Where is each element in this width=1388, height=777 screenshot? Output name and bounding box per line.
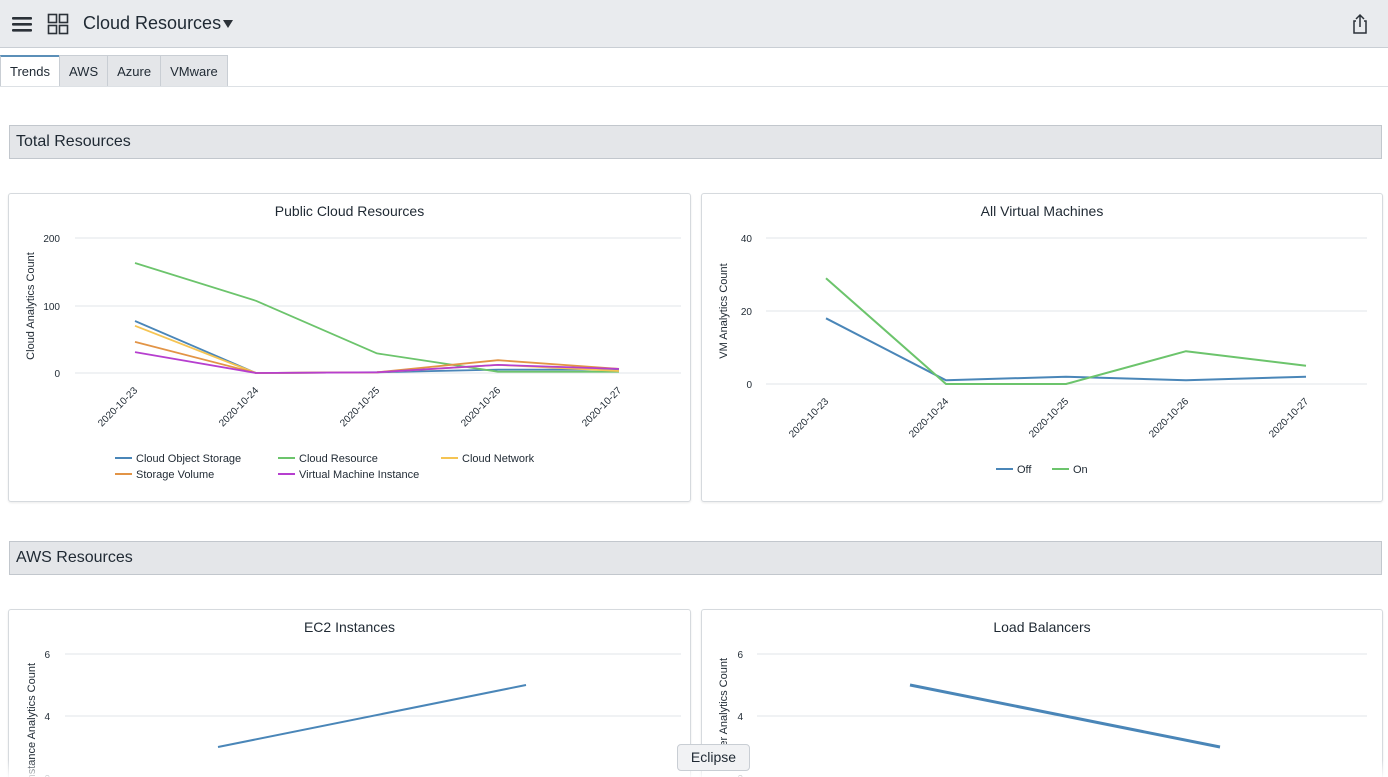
series-line-off[interactable] bbox=[825, 317, 1307, 382]
y-tick-label: 20 bbox=[741, 307, 753, 318]
series-lines bbox=[217, 684, 527, 748]
series-lines bbox=[825, 277, 1307, 385]
legend: Off On bbox=[996, 464, 1088, 476]
chart-card-load-balancers: Load Balancers 6 4 2 er Analytics Count bbox=[701, 609, 1383, 777]
caret-down-icon[interactable] bbox=[220, 14, 236, 34]
legend-label[interactable]: Cloud Resource bbox=[299, 453, 378, 465]
x-tick-label: 2020-10-25 bbox=[1027, 396, 1071, 440]
chart-title: Public Cloud Resources bbox=[274, 203, 425, 219]
tab-aws[interactable]: AWS bbox=[58, 55, 108, 87]
chart-title: EC2 Instances bbox=[303, 619, 396, 635]
y-axis-ticks: 200 100 0 bbox=[43, 234, 60, 380]
tab-azure[interactable]: Azure bbox=[107, 55, 161, 87]
y-tick-label: 4 bbox=[737, 712, 743, 723]
chart-card-public-cloud-resources: Public Cloud Resources 200 100 0 Cloud A… bbox=[8, 193, 691, 502]
section-header-total-resources: Total Resources bbox=[9, 125, 1382, 159]
x-tick-label: 2020-10-27 bbox=[580, 385, 624, 429]
x-tick-label: 2020-10-27 bbox=[1267, 396, 1311, 440]
y-tick-label: 40 bbox=[741, 234, 753, 245]
series-line-series-0[interactable] bbox=[217, 684, 527, 748]
y-axis-label: VM Analytics Count bbox=[718, 263, 730, 358]
legend-label[interactable]: Off bbox=[1017, 464, 1032, 476]
share-icon[interactable] bbox=[1348, 12, 1372, 36]
y-axis-label: er Analytics Count bbox=[718, 658, 730, 747]
y-tick-label: 100 bbox=[43, 302, 60, 313]
chart-card-all-virtual-machines: All Virtual Machines 40 20 0 VM Analytic… bbox=[701, 193, 1383, 502]
y-axis-label: nstance Analytics Count bbox=[26, 663, 38, 777]
y-axis-ticks: 40 20 0 bbox=[741, 234, 753, 391]
series-line-on[interactable] bbox=[825, 277, 1307, 385]
x-tick-label: 2020-10-26 bbox=[459, 385, 503, 429]
series-line-cloud-resource[interactable] bbox=[134, 262, 619, 373]
legend-label[interactable]: Cloud Object Storage bbox=[136, 453, 241, 465]
chart-card-ec2-instances: EC2 Instances 6 4 2 nstance Analytics Co… bbox=[8, 609, 691, 777]
series-lines bbox=[134, 262, 620, 374]
page-title: Cloud Resources bbox=[83, 13, 222, 33]
hamburger-menu-icon[interactable] bbox=[10, 12, 34, 36]
series-lines bbox=[909, 683, 1221, 749]
chart-title: Load Balancers bbox=[993, 619, 1091, 635]
chart-title: All Virtual Machines bbox=[980, 203, 1104, 219]
x-axis-ticks: 2020-10-23 2020-10-24 2020-10-25 2020-10… bbox=[96, 385, 624, 429]
y-axis-ticks: 6 4 2 bbox=[44, 650, 50, 777]
y-tick-label: 6 bbox=[737, 650, 743, 661]
y-tick-label: 0 bbox=[54, 369, 60, 380]
series-line-virtual-machine-instance[interactable] bbox=[134, 351, 620, 374]
x-tick-label: 2020-10-23 bbox=[787, 396, 831, 440]
x-tick-label: 2020-10-26 bbox=[1147, 396, 1191, 440]
x-tick-label: 2020-10-24 bbox=[217, 385, 261, 429]
y-tick-label: 0 bbox=[746, 380, 752, 391]
x-tick-label: 2020-10-25 bbox=[338, 385, 382, 429]
all-virtual-machines-chart: 40 20 0 VM Analytics Count 2020-10-23 20… bbox=[718, 234, 1367, 476]
load-balancers-chart: 6 4 2 er Analytics Count bbox=[718, 650, 1367, 777]
grid-icon[interactable] bbox=[46, 12, 70, 36]
legend: Cloud Object Storage Cloud Resource Clou… bbox=[115, 453, 535, 481]
tab-trends[interactable]: Trends bbox=[0, 55, 59, 87]
legend-label[interactable]: Storage Volume bbox=[136, 469, 214, 481]
legend-label[interactable]: Virtual Machine Instance bbox=[299, 469, 419, 481]
series-line-series-0[interactable] bbox=[909, 683, 1221, 749]
section-header-aws-resources: AWS Resources bbox=[9, 541, 1382, 575]
tab-bar: Trends AWS Azure VMware bbox=[0, 55, 228, 87]
top-bar: Cloud Resources bbox=[0, 0, 1388, 48]
y-tick-label: 200 bbox=[43, 234, 60, 245]
legend-label[interactable]: On bbox=[1073, 464, 1088, 476]
tabs-divider bbox=[0, 86, 1388, 87]
y-axis-label: Cloud Analytics Count bbox=[25, 252, 37, 360]
series-line-storage-volume[interactable] bbox=[134, 341, 620, 374]
legend-label[interactable]: Cloud Network bbox=[462, 453, 535, 465]
tooltip-eclipse: Eclipse bbox=[677, 744, 750, 771]
x-tick-label: 2020-10-24 bbox=[907, 396, 951, 440]
x-axis-ticks: 2020-10-23 2020-10-24 2020-10-25 2020-10… bbox=[787, 396, 1311, 440]
tab-vmware[interactable]: VMware bbox=[160, 55, 228, 87]
x-tick-label: 2020-10-23 bbox=[96, 385, 140, 429]
ec2-instances-chart: 6 4 2 nstance Analytics Count bbox=[26, 650, 681, 777]
public-cloud-resources-chart: 200 100 0 Cloud Analytics Count 2020-10-… bbox=[25, 234, 681, 481]
y-tick-label: 6 bbox=[44, 650, 50, 661]
y-tick-label: 4 bbox=[44, 712, 50, 723]
